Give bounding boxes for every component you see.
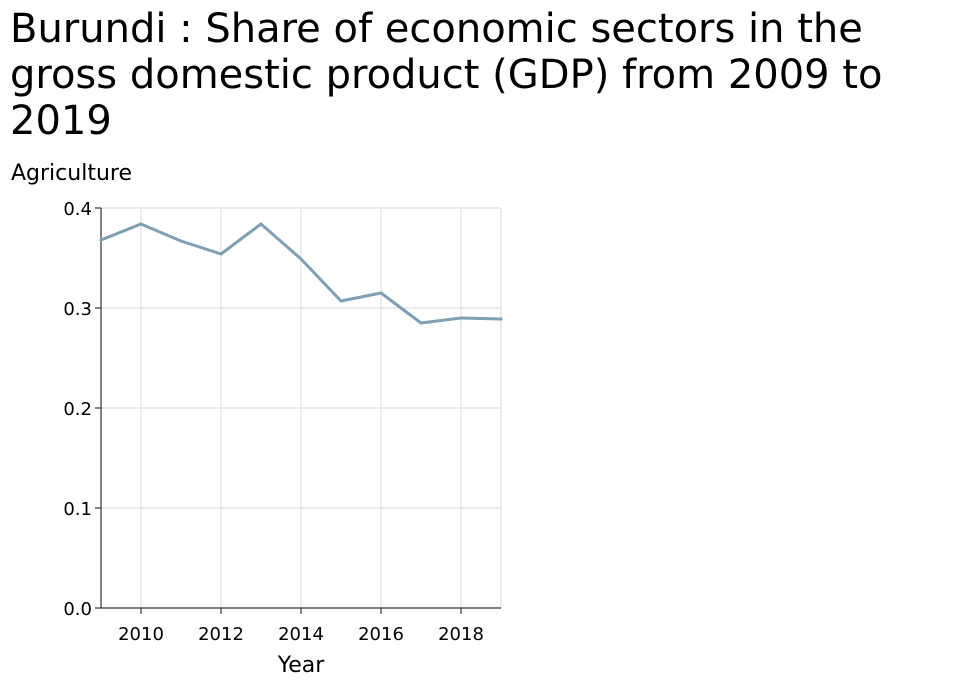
x-axis-label: Year — [277, 653, 326, 678]
x-tick-label: 2010 — [118, 624, 164, 645]
data-point — [339, 299, 343, 303]
data-point — [499, 317, 503, 321]
series — [99, 222, 503, 325]
y-tick-label: 0.3 — [63, 299, 92, 320]
data-point — [99, 238, 103, 242]
x-tick-label: 2012 — [198, 624, 244, 645]
y-tick-label: 0.0 — [63, 599, 92, 620]
data-point — [179, 239, 183, 243]
y-tick-label: 0.2 — [63, 399, 92, 420]
data-point — [219, 252, 223, 256]
x-tick-label: 2016 — [358, 624, 404, 645]
data-point — [259, 222, 263, 226]
data-point — [139, 222, 143, 226]
data-point — [459, 316, 463, 320]
data-point — [299, 257, 303, 261]
y-tick-label: 0.1 — [63, 499, 92, 520]
y-tick-label: 0.4 — [63, 199, 92, 220]
grid — [101, 207, 502, 609]
ticks: 0.0 0.1 0.2 0.3 0.4 2010 2012 2014 2016 2018 — [63, 199, 484, 645]
y-axis-label: Agriculture — [11, 161, 132, 186]
x-tick-label: 2018 — [438, 624, 484, 645]
data-point — [379, 291, 383, 295]
x-tick-label: 2014 — [278, 624, 324, 645]
data-point — [419, 321, 423, 325]
chart-title: Burundi : Share of economic sectors in t… — [10, 6, 883, 144]
